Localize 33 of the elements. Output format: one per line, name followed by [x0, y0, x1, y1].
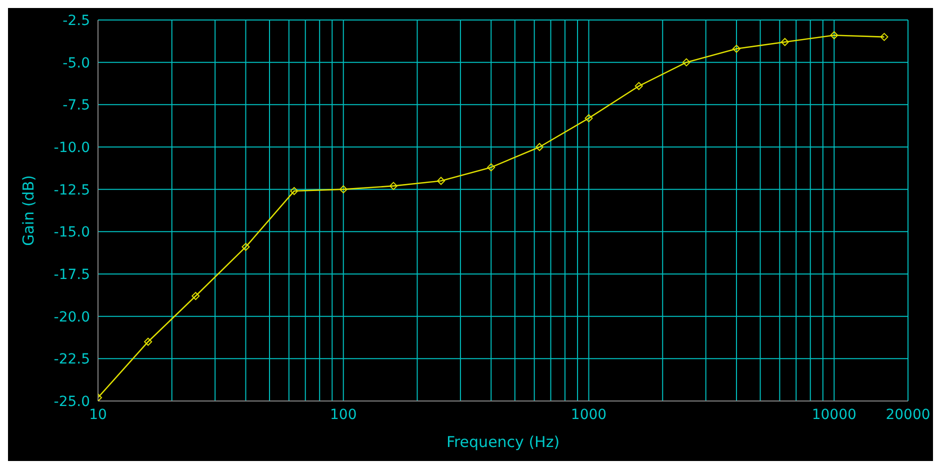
x-axis-title: Frequency (Hz)	[446, 433, 560, 451]
x-tick-label: 100	[330, 406, 357, 423]
point	[830, 31, 838, 40]
point	[290, 187, 298, 196]
point	[192, 292, 200, 300]
x-tick-label: 20000	[886, 406, 930, 423]
y-tick-label: -12.5	[54, 182, 90, 198]
y-tick-label: -17.5	[54, 266, 90, 283]
point	[144, 338, 152, 346]
point	[732, 44, 740, 53]
x-tick-label: 10000	[812, 406, 856, 423]
y-tick-label: -7.5	[62, 98, 90, 114]
y-axis-title: Gain (dB)	[19, 175, 38, 246]
point	[339, 185, 348, 194]
point	[780, 38, 789, 46]
y-tick-label: -15.0	[54, 224, 90, 241]
x-tick-label: 10	[89, 406, 107, 423]
y-tick-label: -2.5	[62, 12, 90, 29]
point	[389, 182, 398, 190]
y-tick-label: -10.0	[54, 140, 90, 156]
point	[634, 82, 643, 90]
y-tick-label: -5.0	[62, 55, 90, 72]
y-tick-label: -25.0	[54, 394, 90, 410]
point	[880, 32, 888, 41]
point	[487, 163, 496, 172]
point	[437, 176, 446, 185]
point	[536, 143, 544, 151]
y-tick-label: -20.0	[54, 309, 90, 326]
point	[584, 114, 593, 122]
point	[242, 242, 250, 251]
x-tick-label: 1000	[570, 406, 607, 423]
y-tick-label: -22.5	[54, 352, 90, 368]
point	[682, 58, 690, 66]
